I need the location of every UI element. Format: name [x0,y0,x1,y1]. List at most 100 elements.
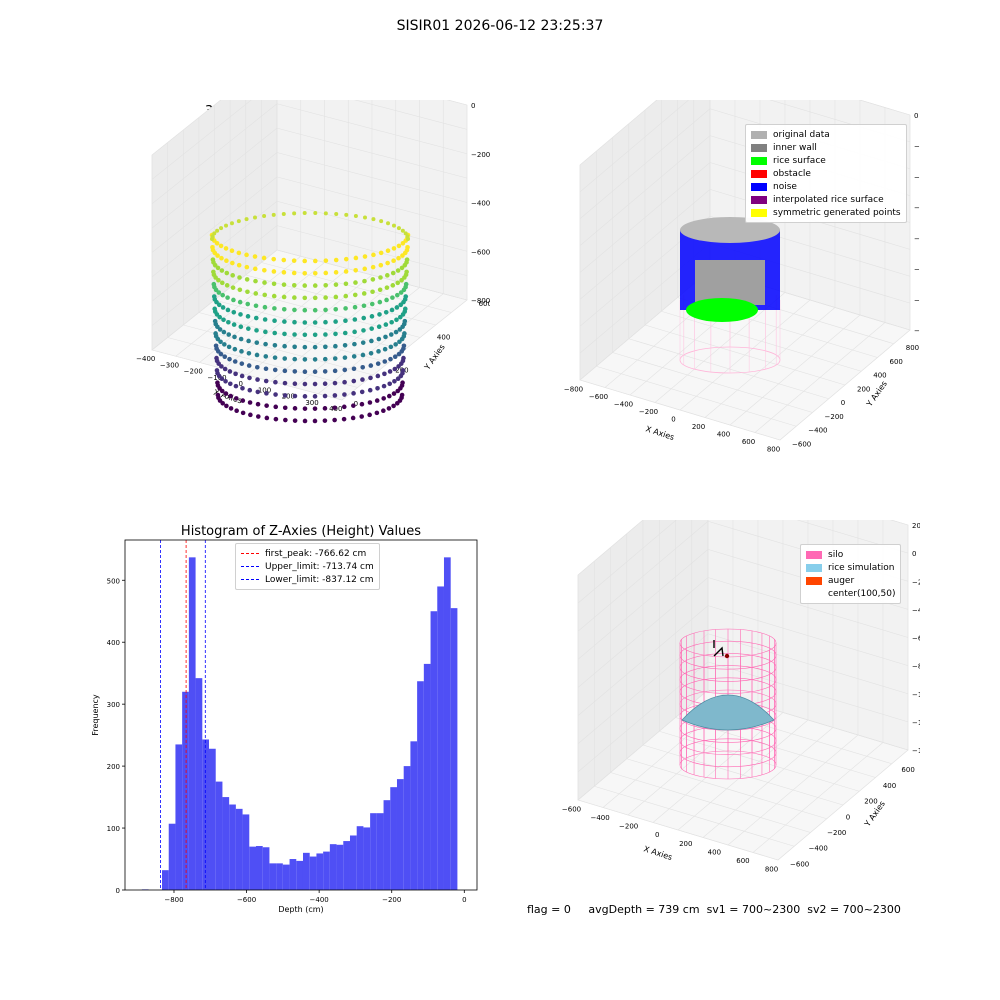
raw-point [282,356,288,361]
raw-point [371,217,376,222]
raw-point [302,258,307,264]
raw-point [261,255,267,261]
raw-point [353,280,358,285]
raw-point [272,343,278,348]
raw-point [282,380,288,386]
x-tick-label: −600 [237,896,256,904]
raw-point [292,344,297,350]
raw-point [381,383,387,389]
raw-point [272,306,277,311]
raw-point [367,387,373,393]
histogram-bar [390,787,397,890]
x-axis-label: X Axies [643,844,674,862]
raw-point [210,257,216,262]
raw-point [384,273,390,278]
x-tick-label: −300 [160,361,179,369]
raw-point [399,277,404,283]
raw-point [240,410,246,416]
raw-point [351,378,357,384]
raw-point [271,256,277,262]
x-tick-label: −400 [614,401,633,409]
raw-point [214,368,220,373]
raw-point [273,416,279,422]
raw-point [220,305,226,310]
raw-point [361,315,367,321]
raw-point [395,268,401,273]
raw-point [323,319,328,325]
histogram-bar [343,841,350,890]
grid-line [577,549,709,660]
raw-point [312,381,318,387]
raw-point [312,357,318,362]
raw-point [255,389,261,395]
histogram-bar [209,748,216,890]
raw-point [352,292,358,298]
raw-point [312,344,318,350]
x-axis-label: Depth (cm) [278,905,323,914]
legend-swatch [751,195,767,204]
raw-point [229,221,234,226]
raw-point [343,269,349,274]
legend-label: symmetric generated points [773,207,901,218]
raw-point [342,367,348,373]
raw-point [212,231,217,236]
grid-line [577,577,709,688]
x-tick-label: −400 [136,355,155,363]
raw-point [263,354,269,359]
legend-label: Upper_limit: -713.74 cm [265,561,374,572]
legend-swatch [751,169,767,178]
raw-point [377,287,383,293]
raw-point [312,283,318,288]
raw-point [322,356,328,362]
raw-point [246,363,252,368]
z-tick-label: −400 [914,173,920,181]
raw-point [271,212,276,217]
legend-entry: original data [751,128,901,141]
raw-point [367,412,372,418]
raw-point [255,401,261,407]
grid-line [579,100,690,193]
x-tick-label: 400 [708,848,721,856]
y-tick-label: 0 [354,400,358,408]
legend-label: noise [773,181,797,192]
raw-point [264,415,270,421]
avg-depth-text: avgDepth = 739 cm [588,903,700,916]
grid-line [577,520,677,604]
legend-entry: symmetric generated points [751,206,901,219]
grid-line [151,100,252,180]
raw-point [334,211,339,216]
raw-point [302,369,308,375]
histogram-legend: first_peak: -766.62 cm Upper_limit: -713.… [235,543,380,590]
raw-point [273,379,278,385]
z-tick-label: −400 [471,200,490,208]
grid-line [727,734,859,846]
raw-point [322,418,328,423]
raw-point [262,317,268,322]
histogram-bar [329,844,337,890]
raw-point [302,270,308,276]
grid-line [796,520,909,554]
y-tick-label: 200 [864,798,877,806]
raw-point [291,282,297,288]
sv1-text: sv1 = 700~2300 [706,903,801,916]
raw-point [389,319,394,325]
raw-point [375,361,381,366]
simulation-3d-panel: 3D simulation of Silo Interior −600−400−… [560,520,920,890]
raw-point [333,331,338,337]
raw-point [393,342,398,347]
silo-ring [679,640,777,670]
raw-point [213,343,219,349]
z-tick-label: −800 [471,297,490,305]
raw-point [360,377,365,382]
raw-point [245,301,251,307]
raw-point [333,319,338,324]
raw-point [239,373,245,379]
histogram-legend-entry: Lower_limit: -837.12 cm [241,573,374,586]
grid-line [702,727,834,838]
y-axis-label: Frequency [91,694,100,736]
grid-line [704,307,836,418]
raw-point [359,414,364,419]
histogram-bar [175,744,183,890]
grid-line [777,749,909,861]
